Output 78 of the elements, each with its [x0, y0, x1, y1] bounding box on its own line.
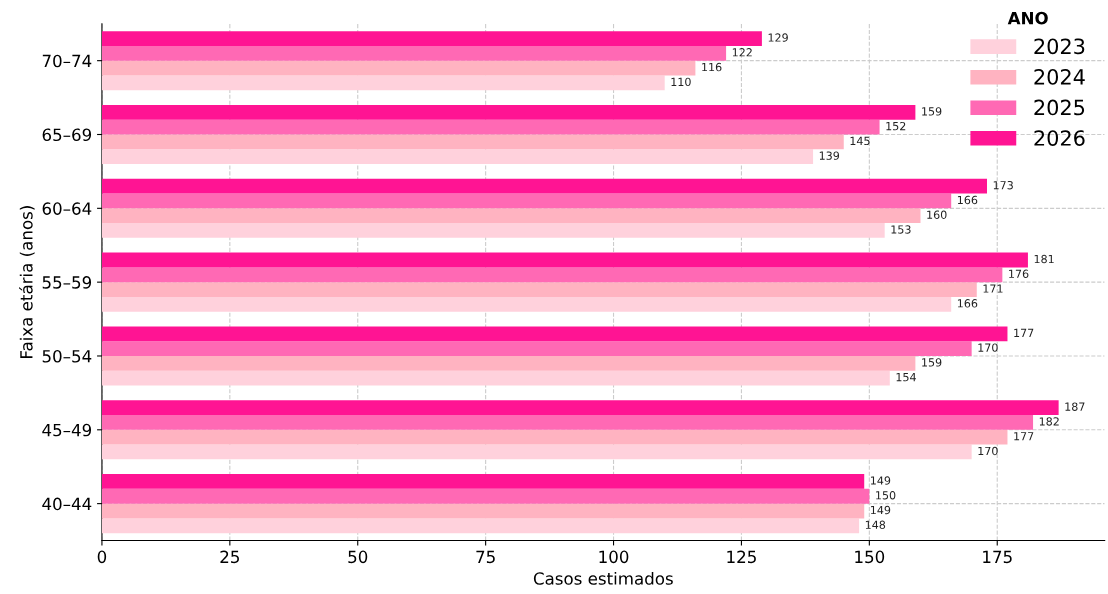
y-tick-label: 40–44	[42, 497, 92, 511]
data-label: 150	[876, 491, 896, 500]
y-tick-label: 60–64	[42, 202, 92, 215]
x-tick-label: 175	[983, 550, 1012, 564]
x-tick-label: 125	[727, 550, 756, 564]
bar	[101, 296, 952, 312]
bar	[101, 326, 1008, 342]
data-label: 129	[768, 33, 788, 42]
x-tick-label: 150	[855, 550, 885, 564]
data-label: 139	[819, 151, 840, 160]
bar	[101, 134, 844, 150]
data-label: 166	[957, 195, 978, 205]
y-tick-label: 45–49	[42, 423, 92, 437]
data-label: 122	[732, 48, 752, 57]
bar	[101, 488, 870, 504]
data-label: 149	[871, 505, 891, 515]
bar	[101, 518, 860, 534]
bar	[101, 75, 665, 91]
data-label: 181	[1034, 254, 1054, 264]
data-label: 159	[922, 107, 942, 116]
bar	[101, 503, 865, 519]
bar	[101, 474, 865, 489]
bar	[101, 444, 972, 460]
bar	[101, 31, 762, 46]
data-label: 170	[978, 343, 998, 352]
data-label: 154	[896, 373, 916, 382]
legend-title: ANO	[1007, 11, 1048, 25]
bar	[101, 415, 1034, 430]
y-axis-title: Faixa etária (anos)	[19, 206, 35, 358]
bar	[101, 341, 972, 356]
y-tick-label: 65–69	[42, 128, 92, 142]
data-label: 148	[865, 520, 886, 529]
data-label: 177	[1014, 432, 1034, 441]
bar	[101, 60, 696, 76]
bar	[101, 429, 1008, 445]
bar	[101, 370, 890, 386]
data-label: 152	[886, 121, 906, 131]
data-label: 160	[927, 210, 947, 219]
data-label: 176	[1009, 269, 1029, 278]
bar	[101, 119, 880, 135]
bar	[101, 208, 921, 224]
legend-label: 2026	[1034, 130, 1085, 146]
bar	[101, 400, 1059, 416]
bar	[101, 223, 885, 238]
bar	[101, 149, 814, 165]
x-tick-label: 75	[476, 550, 495, 564]
bar	[101, 267, 1003, 283]
bar	[101, 104, 916, 120]
bar	[101, 178, 988, 194]
y-tick-label: 50–54	[42, 349, 92, 363]
legend-label: 2024	[1034, 69, 1085, 85]
legend-label: 2025	[1034, 99, 1085, 116]
data-label: 173	[993, 181, 1013, 190]
data-label: 170	[978, 446, 998, 456]
data-label: 153	[891, 225, 911, 234]
data-label: 116	[702, 62, 722, 72]
data-label: 171	[983, 284, 1003, 293]
data-label: 166	[957, 299, 978, 308]
bar	[101, 193, 952, 209]
data-label: 182	[1039, 417, 1059, 426]
bar	[101, 252, 1028, 268]
bar	[101, 355, 916, 371]
data-label: 145	[850, 136, 870, 146]
y-tick-label: 70–74	[42, 54, 92, 68]
y-tick-label: 55–59	[42, 276, 92, 289]
x-tick-label: 100	[599, 550, 629, 564]
x-tick-label: 0	[97, 550, 107, 564]
bar	[101, 282, 977, 297]
x-tick-label: 25	[220, 550, 239, 564]
x-tick-label: 50	[348, 550, 368, 564]
legend-label: 2023	[1034, 38, 1085, 55]
data-label: 110	[671, 77, 691, 87]
data-label: 159	[922, 358, 942, 367]
bar	[101, 45, 727, 61]
data-label: 187	[1065, 402, 1085, 411]
data-label: 177	[1014, 328, 1034, 337]
data-label: 149	[871, 476, 891, 485]
x-axis-title: Casos estimados	[533, 571, 673, 585]
